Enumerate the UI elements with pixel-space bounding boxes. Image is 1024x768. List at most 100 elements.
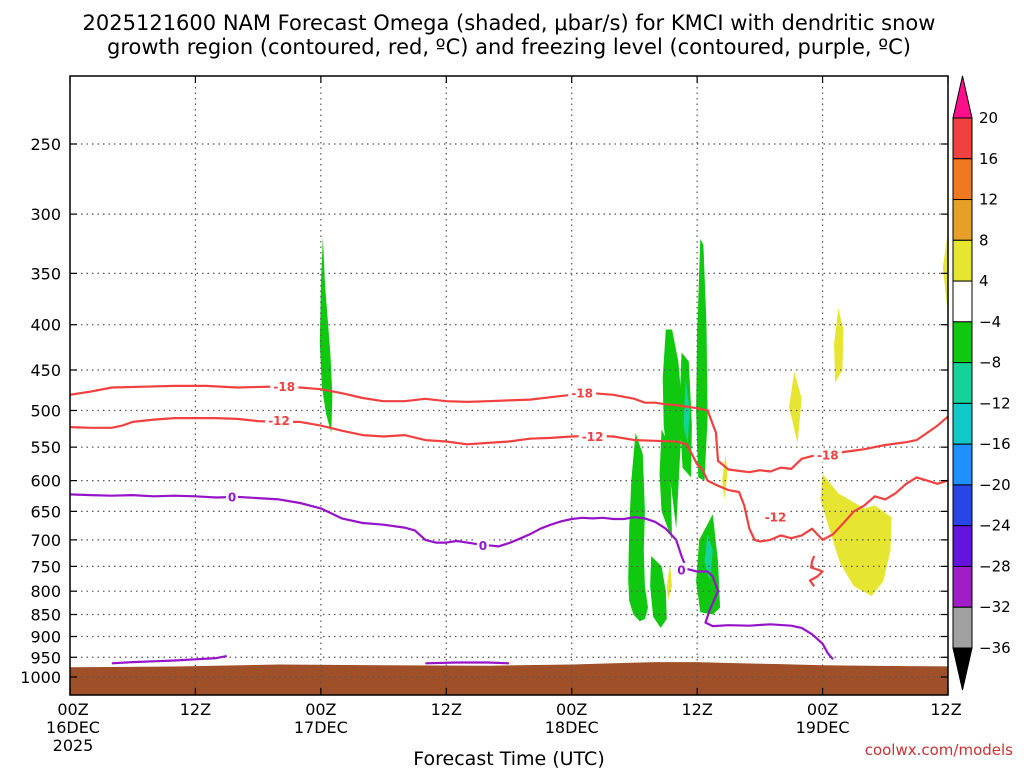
y-tick-label: 800 — [30, 582, 61, 601]
contour-label: -12 — [268, 414, 290, 428]
x-tick-label: 12Z — [431, 700, 462, 719]
colorbar-box — [952, 280, 973, 323]
colorbar-label: −4 — [979, 313, 1001, 331]
contour-label-bg — [265, 413, 294, 428]
contour-label-bg — [761, 510, 790, 525]
title-line-1: 2025121600 NAM Forecast Omega (shaded, μ… — [83, 11, 936, 35]
colorbar-box — [952, 484, 973, 527]
x-tick-label: 00Z — [57, 700, 88, 719]
colorbar-box — [952, 321, 973, 364]
contour-label-bg — [226, 489, 239, 504]
contour-label-bg — [270, 379, 299, 394]
colorbar-label: −12 — [979, 394, 1011, 412]
contour-label-bg — [476, 538, 489, 553]
y-axis: 250 300 350 400 450 500 550 600 650 700 750 800 850 9… — [20, 135, 948, 687]
colorbar-label: 4 — [979, 272, 989, 290]
omega-region — [722, 454, 728, 500]
freezing-level-contour — [111, 655, 228, 665]
x-tick-label: 12Z — [180, 700, 211, 719]
colorbar-label: 20 — [979, 109, 998, 127]
colorbar-box — [952, 606, 973, 649]
y-tick-label: 1000 — [20, 668, 61, 687]
y-tick-label: 750 — [30, 557, 61, 576]
colorbar-box — [952, 239, 973, 282]
contour-label-bg — [675, 562, 688, 577]
omega-region — [696, 238, 708, 481]
colorbar-label: −32 — [979, 598, 1011, 616]
ground-surface — [70, 662, 948, 695]
contour-label: -18 — [273, 380, 295, 394]
y-tick-label: 600 — [30, 472, 61, 491]
dgz-contour — [808, 555, 824, 588]
dgz-contour — [70, 384, 948, 474]
x-tick-label: 18DEC — [545, 718, 599, 737]
x-tick-label: 16DEC — [46, 718, 100, 737]
colorbar-label: −24 — [979, 517, 1011, 535]
y-tick-label: 300 — [30, 205, 61, 224]
x-tick-label: 12Z — [681, 700, 712, 719]
omega-region — [704, 534, 713, 582]
colorbar-label: 12 — [979, 191, 998, 209]
omega-region — [834, 308, 844, 383]
contour-label: 0 — [677, 563, 685, 577]
x-tick-label: 00Z — [305, 700, 336, 719]
contour-label: 0 — [479, 539, 487, 553]
y-tick-label: 350 — [30, 264, 61, 283]
omega-region — [650, 556, 667, 628]
y-tick-label: 400 — [30, 316, 61, 335]
y-tick-label: 550 — [30, 438, 61, 457]
colorbar-label: 8 — [979, 231, 989, 249]
omega-region — [662, 329, 683, 529]
plot-frame — [69, 75, 949, 696]
y-tick-label: 950 — [30, 648, 61, 667]
freezing-level-contour — [70, 493, 834, 661]
colorbar: 20 16 12 8 4 −4 −8 −12 −16 −20 −24 −28 −32 −36 — [952, 75, 1011, 691]
colorbar-box — [952, 565, 973, 608]
contour-label-bg — [568, 386, 597, 401]
y-tick-label: 650 — [30, 502, 61, 521]
x-tick-label: 00Z — [807, 700, 838, 719]
omega-region — [789, 371, 802, 444]
x-tick-label: 12Z — [930, 700, 961, 719]
freezing-level-contour — [425, 661, 510, 665]
colorbar-top-arrow — [952, 75, 973, 119]
x-tick-label: 2025 — [53, 736, 94, 755]
y-tick-label: 450 — [30, 361, 61, 380]
colorbar-bottom-arrow — [952, 647, 973, 691]
contour-label: -18 — [571, 387, 593, 401]
credit-text: coolwx.com/models — [865, 741, 1013, 759]
x-tick-label: 17DEC — [294, 718, 348, 737]
colorbar-box — [952, 362, 973, 404]
title-line-2: growth region (contoured, red, ºC) and f… — [107, 35, 911, 59]
colorbar-box — [952, 158, 973, 201]
dgz-contour — [70, 417, 948, 543]
contour-label: -12 — [582, 430, 604, 444]
omega-region — [319, 236, 333, 433]
y-tick-label: 250 — [30, 135, 61, 154]
y-tick-label: 900 — [30, 627, 61, 646]
y-tick-label: 850 — [30, 606, 61, 625]
colorbar-box — [952, 117, 973, 160]
x-tick-label: 19DEC — [796, 718, 850, 737]
y-tick-label: 500 — [30, 402, 61, 421]
colorbar-box — [952, 443, 973, 486]
y-tick-label: 700 — [30, 531, 61, 550]
colorbar-label: −36 — [979, 639, 1011, 657]
plot-area: -18 -18 -18 -12 -12 -12 0 0 0 — [70, 76, 948, 695]
x-tick-label: 00Z — [556, 700, 587, 719]
omega-region — [628, 432, 648, 622]
colorbar-label: 16 — [979, 150, 998, 168]
contour-label: -12 — [765, 511, 787, 525]
colorbar-label: −28 — [979, 557, 1011, 575]
colorbar-box — [952, 525, 973, 567]
omega-region — [820, 474, 892, 596]
contour-label-bg — [578, 429, 607, 444]
x-axis-label: Forecast Time (UTC) — [413, 748, 604, 768]
colorbar-label: −20 — [979, 476, 1011, 494]
chart-title: 2025121600 NAM Forecast Omega (shaded, μ… — [83, 11, 936, 59]
contour-label: -18 — [817, 448, 839, 462]
contour-label-bg — [813, 447, 842, 462]
colorbar-box — [952, 199, 973, 241]
